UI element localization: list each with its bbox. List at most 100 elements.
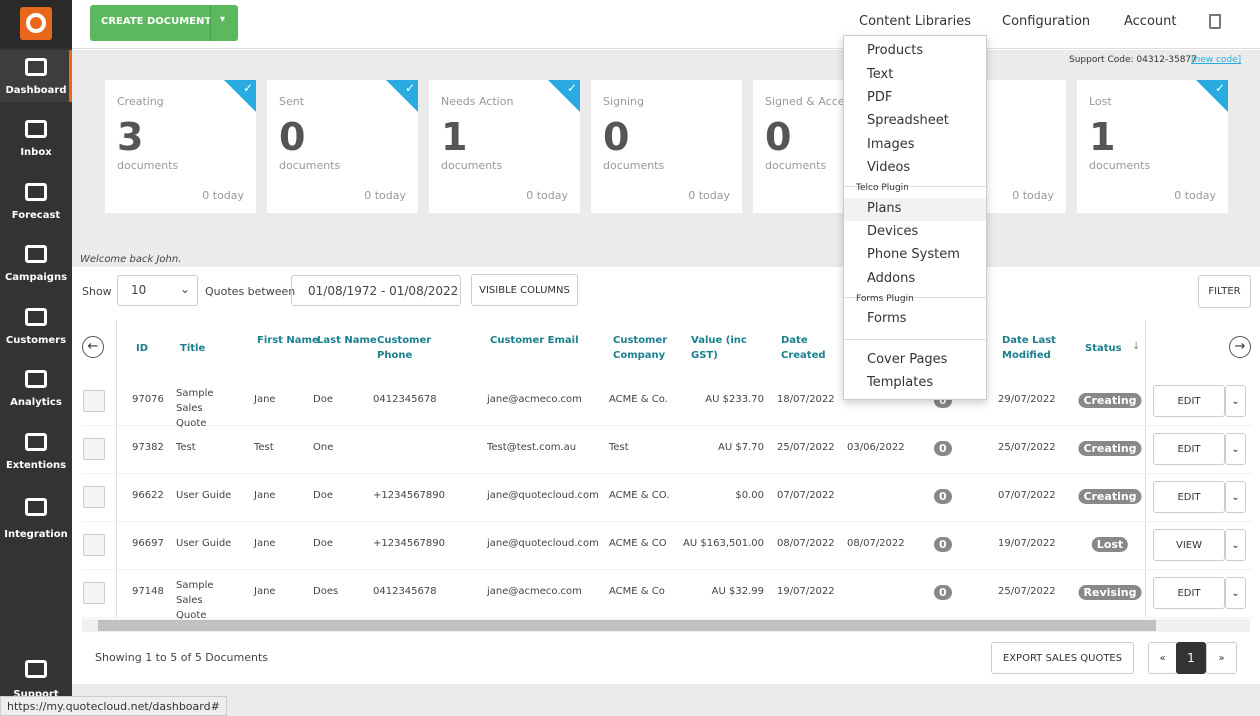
nav-icon[interactable] — [25, 433, 47, 451]
row-checkbox[interactable] — [83, 438, 105, 460]
cell: Sample Sales Quote — [176, 388, 214, 429]
nav-label[interactable]: Forecast — [11, 210, 61, 221]
column-header[interactable]: Value (inc GST) — [691, 335, 747, 361]
nav-menu[interactable]: Content Libraries — [859, 14, 971, 29]
nav-icon[interactable] — [25, 308, 47, 326]
export-button[interactable]: EXPORT SALES QUOTES — [991, 642, 1134, 674]
date-range-input[interactable]: 01/08/1972 - 01/08/2022 — [291, 275, 461, 306]
menu-item[interactable]: Videos — [867, 160, 911, 175]
column-header[interactable]: Status — [1085, 343, 1122, 354]
logo[interactable] — [20, 7, 52, 40]
row-checkbox[interactable] — [83, 390, 105, 412]
row-action-caret[interactable]: ⌄ — [1225, 385, 1246, 417]
menu-item[interactable]: PDF — [867, 90, 893, 105]
nav-icon[interactable] — [25, 660, 47, 678]
scroll-left[interactable]: ← — [82, 336, 104, 358]
topbar — [72, 0, 1260, 49]
menu-item[interactable]: Devices — [867, 224, 919, 239]
menu-item[interactable]: Forms — [867, 311, 907, 326]
cell: 29/07/2022 — [998, 394, 1056, 405]
nav-label[interactable]: Campaigns — [4, 272, 68, 283]
nav-label[interactable]: Extentions — [5, 460, 67, 471]
column-header[interactable]: Date Last Modified — [1002, 335, 1056, 361]
page-size: 10 — [131, 283, 147, 297]
row-action-button[interactable]: EDIT — [1153, 481, 1225, 513]
column-header[interactable]: Customer Phone — [377, 335, 432, 361]
menu-item[interactable]: Cover Pages — [867, 352, 948, 367]
check: ✓ — [1214, 81, 1225, 95]
nav-label[interactable]: Analytics — [10, 397, 62, 408]
caret: ▾ — [220, 14, 226, 25]
row-line — [82, 425, 1252, 426]
h-scroll-thumb[interactable] — [98, 620, 1156, 631]
nav-label[interactable]: Dashboard — [5, 85, 67, 96]
new-code-link[interactable]: [new code] — [1191, 55, 1242, 65]
column-header[interactable]: Title — [180, 343, 206, 354]
row-checkbox[interactable] — [83, 534, 105, 556]
check: ✓ — [242, 81, 253, 95]
scroll-right[interactable]: → — [1229, 336, 1251, 358]
menu-item[interactable]: Plans — [867, 201, 902, 216]
menu-item[interactable]: Images — [867, 137, 915, 152]
menu-item[interactable]: Spreadsheet — [867, 113, 949, 128]
cell: Doe — [313, 490, 333, 501]
menu-item[interactable]: Products — [867, 43, 924, 58]
nav-menu[interactable]: Account — [1124, 14, 1177, 29]
column-header[interactable]: First Name — [257, 335, 319, 346]
nav-icon[interactable] — [25, 183, 47, 201]
filter-button[interactable]: FILTER — [1198, 275, 1251, 308]
page-first[interactable]: « — [1148, 642, 1177, 674]
page-size-select[interactable]: 10 ⌄ — [117, 275, 198, 306]
status-card[interactable]: ✓ Creating 3 documents 0 today — [105, 80, 256, 213]
nav-menu[interactable]: Configuration — [1002, 14, 1091, 29]
menu-item[interactable]: Templates — [867, 375, 934, 390]
nav-icon[interactable] — [25, 120, 47, 138]
status-card[interactable]: ✓ Lost 1 documents 0 today — [1077, 80, 1228, 213]
column-header[interactable]: ID — [136, 343, 149, 354]
column-header[interactable]: Customer Email — [490, 335, 579, 346]
create-document-button[interactable]: CREATE DOCUMENT ▾ — [90, 5, 238, 41]
card-today: 0 today — [526, 189, 568, 202]
caret: ⌄ — [180, 282, 191, 296]
nav-label[interactable]: Customers — [5, 335, 67, 346]
menu-item[interactable]: Phone System — [867, 247, 960, 262]
row-line — [82, 617, 1252, 618]
cell: User Guide — [176, 538, 232, 549]
column-header[interactable]: Customer Company — [613, 335, 668, 361]
visible-columns-button[interactable]: VISIBLE COLUMNS — [471, 274, 578, 306]
page-last[interactable]: » — [1206, 642, 1237, 674]
nav-icon[interactable] — [25, 58, 47, 76]
cell: jane@acmeco.com — [487, 394, 582, 405]
row-action-button[interactable]: VIEW — [1153, 529, 1225, 561]
status-card[interactable]: ✓ Needs Action 1 documents 0 today — [429, 80, 580, 213]
nav-label[interactable]: Integration — [4, 529, 68, 540]
menu-item[interactable]: Addons — [867, 271, 916, 286]
trash-icon[interactable] — [1209, 14, 1221, 29]
separator — [844, 297, 986, 298]
nav-label[interactable]: Inbox — [20, 147, 52, 158]
status-card[interactable]: ✓ Sent 0 documents 0 today — [267, 80, 418, 213]
column-header[interactable]: Date Created — [781, 335, 826, 361]
nav-label[interactable]: Support — [13, 689, 59, 700]
card-title: Lost — [1089, 95, 1112, 108]
row-action-caret[interactable]: ⌄ — [1225, 577, 1246, 609]
status-badge: Lost — [1091, 537, 1129, 552]
status-card[interactable]: Signing 0 documents 0 today — [591, 80, 742, 213]
page-number[interactable]: 1 — [1176, 642, 1206, 674]
column-header[interactable]: Last Name — [317, 335, 377, 346]
row-action-button[interactable]: EDIT — [1153, 577, 1225, 609]
card-unit: documents — [441, 159, 503, 172]
row-checkbox[interactable] — [83, 486, 105, 508]
nav-icon[interactable] — [25, 245, 47, 263]
row-action-caret[interactable]: ⌄ — [1225, 481, 1246, 513]
row-action-caret[interactable]: ⌄ — [1225, 433, 1246, 465]
row-action-button[interactable]: EDIT — [1153, 433, 1225, 465]
nav-icon[interactable] — [25, 498, 47, 516]
menu-item[interactable]: Text — [867, 67, 894, 82]
cell: ACME & CO. — [609, 490, 670, 501]
nav-icon[interactable] — [25, 370, 47, 388]
row-action-button[interactable]: EDIT — [1153, 385, 1225, 417]
card-count: 0 — [603, 115, 630, 159]
row-action-caret[interactable]: ⌄ — [1225, 529, 1246, 561]
row-checkbox[interactable] — [83, 582, 105, 604]
